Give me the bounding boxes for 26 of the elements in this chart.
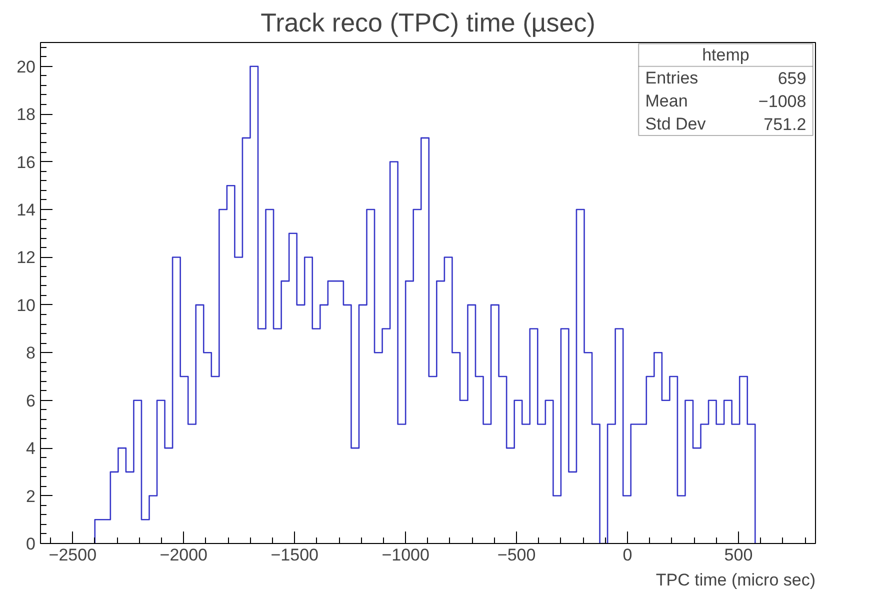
y-tick-label: 14	[16, 200, 36, 220]
annotation: Std Dev	[645, 114, 706, 134]
y-tick-label: 10	[16, 296, 36, 315]
chart-title: Track reco (TPC) time (µsec)	[260, 8, 596, 38]
annotation: htemp	[702, 46, 750, 65]
y-tick-label: 6	[26, 391, 36, 410]
x-tick-label: −2000	[160, 546, 208, 564]
y-tick-label: 8	[26, 344, 36, 363]
x-tick-label: 0	[622, 546, 632, 564]
annotation: Entries	[645, 68, 698, 88]
annotation: 751.2	[764, 115, 806, 134]
x-tick-label: −2500	[48, 546, 97, 564]
y-tick-label: 18	[16, 105, 36, 124]
annotation: 659	[778, 68, 806, 88]
x-tick-label: −1000	[382, 546, 430, 564]
y-tick-label: 16	[16, 152, 36, 172]
x-axis-title: TPC time (micro sec)	[656, 570, 816, 590]
annotation: Mean	[645, 91, 688, 110]
annotation: −1008	[758, 92, 806, 111]
y-tick-label: 20	[16, 57, 36, 76]
y-tick-label: 12	[16, 248, 36, 268]
y-tick-label: 2	[26, 486, 36, 506]
x-tick-label: 500	[724, 546, 753, 564]
y-tick-label: 4	[26, 439, 36, 458]
x-tick-label: −500	[497, 546, 536, 564]
x-tick-label: −1500	[270, 546, 318, 564]
